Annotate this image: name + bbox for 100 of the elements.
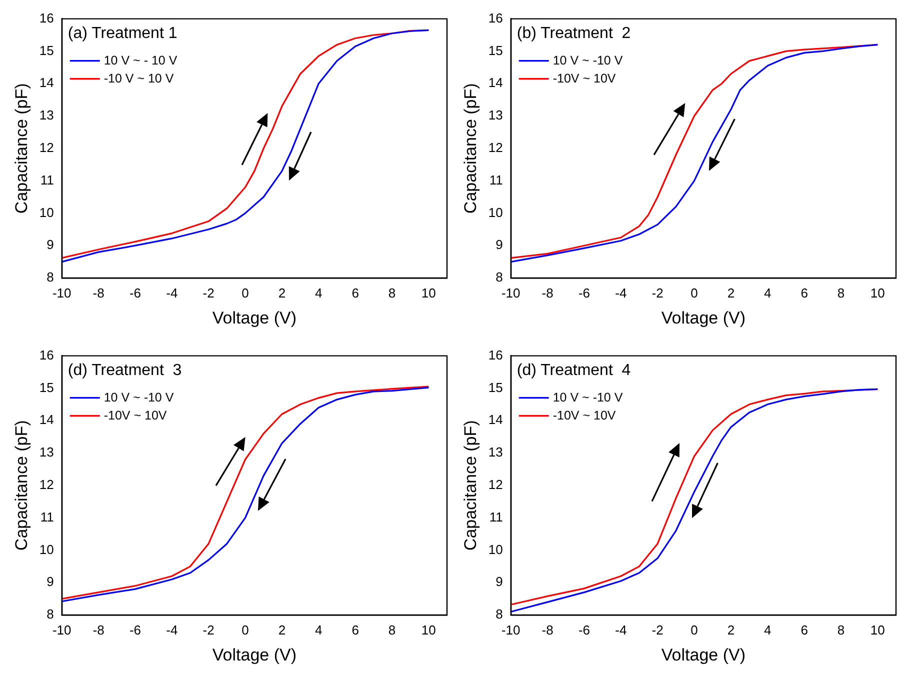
y-tick-label: 8 <box>496 270 503 285</box>
y-tick-label: 9 <box>46 237 54 252</box>
x-tick-label: -8 <box>92 285 104 300</box>
x-axis-title: Voltage (V) <box>661 308 746 328</box>
y-tick-label: 12 <box>488 476 503 492</box>
y-tick-label: 13 <box>39 444 54 460</box>
x-tick-label: 4 <box>764 622 772 638</box>
x-axis-title: Voltage (V) <box>212 645 296 664</box>
legend-label: 10 V ~ -10 V <box>104 390 174 404</box>
y-tick-label: 10 <box>39 204 54 220</box>
y-tick-label: 16 <box>488 347 503 362</box>
x-tick-label: -10 <box>501 622 520 638</box>
legend-label: 10 V ~ -10 V <box>552 390 624 404</box>
y-axis-title: Capacitance (pF) <box>12 420 31 551</box>
y-tick-label: 14 <box>488 75 503 90</box>
x-tick-label: 2 <box>278 622 286 638</box>
x-tick-label: -8 <box>92 622 104 638</box>
y-tick-label: 12 <box>39 140 54 155</box>
legend-label: 10 V ~ -10 V <box>552 53 624 68</box>
x-tick-label: -6 <box>129 622 141 638</box>
x-tick-label: -8 <box>542 285 554 300</box>
x-tick-label: 4 <box>315 285 322 300</box>
x-tick-label: 6 <box>352 285 359 300</box>
y-tick-label: 8 <box>496 606 503 622</box>
x-tick-label: 8 <box>388 285 396 300</box>
x-tick-label: 2 <box>727 285 735 300</box>
x-tick-label: 8 <box>837 285 845 300</box>
x-tick-label: -6 <box>578 285 590 300</box>
y-tick-label: 9 <box>496 237 503 252</box>
x-tick-label: 10 <box>870 622 885 638</box>
x-tick-label: -4 <box>615 622 627 638</box>
x-tick-label: 0 <box>690 622 698 638</box>
legend-label: -10V ~ 10V <box>104 408 168 422</box>
x-tick-label: 10 <box>421 285 436 300</box>
y-tick-label: 12 <box>488 140 503 155</box>
y-axis-title: Capacitance (pF) <box>460 83 480 214</box>
x-axis-title: Voltage (V) <box>661 645 746 664</box>
x-tick-label: -8 <box>542 622 554 638</box>
y-tick-label: 16 <box>39 347 54 362</box>
legend-label: -10V ~ 10V <box>552 408 616 422</box>
y-tick-label: 11 <box>489 509 503 524</box>
y-axis-title: Capacitance (pF) <box>12 83 31 214</box>
y-tick-label: 10 <box>488 542 503 557</box>
x-tick-label: -2 <box>202 622 214 638</box>
y-tick-label: 14 <box>488 412 503 428</box>
x-tick-label: -4 <box>166 285 178 300</box>
y-tick-label: 11 <box>40 509 54 524</box>
x-tick-label: -6 <box>129 285 141 300</box>
y-tick-label: 8 <box>46 270 54 285</box>
x-tick-label: 0 <box>690 285 698 300</box>
x-tick-label: -10 <box>52 285 72 300</box>
y-tick-label: 13 <box>488 444 503 460</box>
y-tick-label: 14 <box>39 412 54 428</box>
x-tick-label: -6 <box>578 622 590 638</box>
x-tick-label: 2 <box>727 622 735 638</box>
x-tick-label: -2 <box>652 622 664 638</box>
y-tick-label: 12 <box>39 476 54 492</box>
x-tick-label: 8 <box>837 622 845 638</box>
y-tick-label: 16 <box>488 10 503 26</box>
x-tick-label: 0 <box>242 285 249 300</box>
y-tick-label: 14 <box>39 75 54 90</box>
y-tick-label: 11 <box>40 172 54 188</box>
y-tick-label: 13 <box>39 108 54 123</box>
x-tick-label: 10 <box>421 622 436 638</box>
y-tick-label: 10 <box>488 204 503 220</box>
y-tick-label: 15 <box>488 42 503 58</box>
legend-label: 10 V ~ - 10 V <box>104 53 178 68</box>
x-tick-label: 0 <box>242 622 249 638</box>
x-tick-label: 4 <box>315 622 322 638</box>
x-tick-label: 6 <box>352 622 359 638</box>
y-tick-label: 15 <box>488 380 503 395</box>
x-tick-label: -2 <box>202 285 214 300</box>
x-tick-label: 6 <box>800 622 808 638</box>
y-tick-label: 9 <box>496 574 503 590</box>
y-tick-label: 11 <box>489 172 503 188</box>
x-tick-label: 8 <box>388 622 396 638</box>
x-tick-label: 6 <box>800 285 808 300</box>
x-tick-label: -2 <box>652 285 664 300</box>
x-tick-label: 10 <box>870 285 885 300</box>
y-tick-label: 16 <box>39 10 54 26</box>
y-tick-label: 10 <box>39 542 54 557</box>
chart-title: (d) Treatment 3 <box>68 362 182 380</box>
x-tick-label: -10 <box>501 285 520 300</box>
x-tick-label: 2 <box>278 285 286 300</box>
chart-title: (d) Treatment 4 <box>516 362 631 380</box>
y-tick-label: 15 <box>39 42 54 58</box>
x-axis-title: Voltage (V) <box>212 308 296 328</box>
x-tick-label: -4 <box>615 285 627 300</box>
chart-title: (b) Treatment 2 <box>516 25 631 42</box>
x-tick-label: -10 <box>52 622 72 638</box>
y-tick-label: 13 <box>488 108 503 123</box>
y-axis-title: Capacitance (pF) <box>460 420 480 551</box>
y-tick-label: 9 <box>46 574 54 590</box>
y-tick-label: 15 <box>39 380 54 395</box>
legend-label: -10 V ~ 10 V <box>104 71 174 86</box>
y-tick-label: 8 <box>46 606 54 622</box>
legend-label: -10V ~ 10V <box>552 71 616 86</box>
x-tick-label: -4 <box>166 622 178 638</box>
x-tick-label: 4 <box>764 285 772 300</box>
chart-title: (a) Treatment 1 <box>68 25 178 42</box>
